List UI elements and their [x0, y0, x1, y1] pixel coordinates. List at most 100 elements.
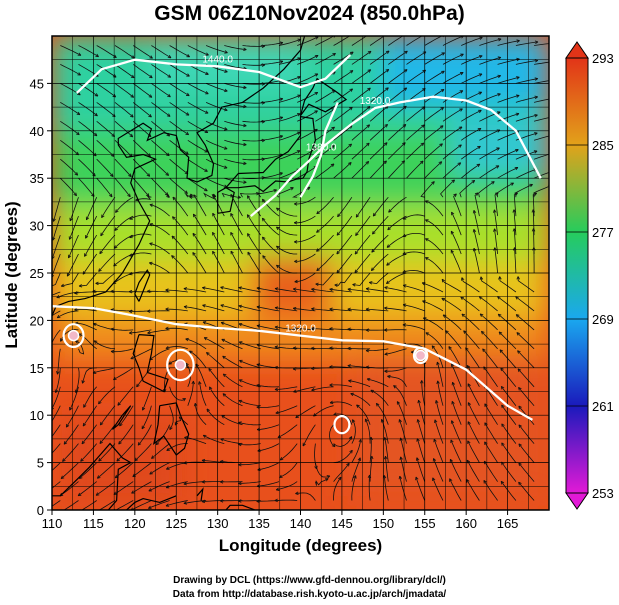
streamline: [149, 348, 170, 361]
streamline-arrowhead: [497, 111, 501, 115]
streamline: [278, 131, 301, 141]
streamline: [479, 147, 500, 160]
contour-label: 1320.0: [360, 96, 391, 107]
streamline-arrowhead: [222, 373, 227, 378]
streamline-arrowhead: [332, 52, 336, 57]
streamline-arrowhead: [329, 287, 333, 292]
contour-label: 1380.0: [306, 143, 337, 154]
streamline-arrowhead: [472, 228, 477, 233]
streamline: [151, 158, 169, 176]
streamline: [172, 196, 189, 217]
streamline-arrowhead: [74, 172, 79, 176]
streamline-arrowhead: [500, 480, 505, 485]
streamline: [53, 197, 61, 222]
streamline-arrowhead: [98, 400, 102, 405]
streamline-arrowhead: [100, 232, 104, 237]
streamline: [351, 87, 371, 103]
streamline-arrowhead: [421, 124, 425, 128]
streamline: [114, 45, 135, 59]
streamline: [442, 72, 464, 84]
streamline-arrowhead: [355, 232, 359, 236]
streamline: [62, 443, 79, 462]
streamline: [365, 308, 389, 312]
streamline: [420, 181, 435, 198]
streamline: [515, 114, 538, 122]
streamline: [132, 158, 151, 177]
streamline-arrowhead: [116, 457, 121, 462]
streamline: [98, 386, 116, 405]
streamline: [149, 262, 170, 274]
streamline: [460, 145, 481, 160]
streamline: [52, 386, 61, 410]
streamline-arrowhead: [349, 88, 354, 92]
streamline-arrowhead: [224, 69, 228, 73]
streamline: [436, 361, 444, 387]
streamline-arrowhead: [467, 383, 471, 387]
streamline-arrowhead: [553, 97, 556, 100]
streamline-arrowhead: [274, 287, 279, 291]
streamline: [166, 443, 188, 451]
streamline: [242, 102, 265, 104]
streamline-arrowhead: [148, 488, 153, 492]
streamline-arrowhead: [336, 250, 340, 255]
streamline: [136, 367, 152, 388]
streamline-arrowhead: [442, 314, 447, 318]
streamline-arrowhead: [202, 321, 207, 325]
streamline: [238, 443, 261, 446]
streamline-arrowhead: [296, 131, 301, 135]
streamline: [96, 102, 116, 118]
streamline: [333, 162, 352, 179]
streamline-arrowhead: [491, 181, 495, 185]
streamline-arrowhead: [450, 249, 454, 254]
streamline: [399, 476, 407, 501]
streamline-arrowhead: [131, 490, 135, 494]
streamline-arrowhead: [534, 40, 539, 45]
streamline-arrowhead: [435, 400, 439, 404]
streamline: [421, 282, 444, 293]
colorbar-tick-label: 293: [592, 51, 614, 66]
streamline: [69, 215, 79, 240]
streamline: [515, 296, 535, 312]
streamline: [203, 434, 225, 444]
streamline-arrowhead: [192, 252, 196, 256]
streamline-arrowhead: [434, 419, 438, 423]
streamline: [80, 443, 98, 462]
streamline: [388, 36, 404, 46]
streamline-arrowhead: [402, 303, 407, 307]
streamline: [369, 105, 389, 122]
streamline-arrowhead: [165, 288, 169, 292]
streamline: [425, 219, 444, 236]
streamline: [52, 405, 61, 422]
streamline: [56, 310, 79, 319]
streamline: [60, 329, 79, 342]
x-tick-label: 165: [497, 516, 519, 531]
streamline-arrowhead: [238, 499, 242, 503]
streamline-arrowhead: [467, 421, 471, 425]
streamline: [372, 215, 389, 235]
streamline: [97, 462, 116, 479]
streamline-arrowhead: [457, 162, 462, 166]
streamline: [74, 309, 97, 312]
streamline: [501, 423, 517, 444]
streamline: [350, 393, 371, 406]
streamline: [424, 125, 444, 141]
streamline-arrowhead: [366, 377, 371, 382]
streamline-arrowhead: [67, 254, 72, 259]
streamline-arrowhead: [202, 286, 206, 290]
streamline-arrowhead: [533, 150, 538, 154]
streamline: [534, 80, 549, 84]
streamline-arrowhead: [219, 480, 224, 484]
streamline: [333, 51, 354, 65]
streamline: [257, 424, 280, 430]
streamline-arrowhead: [451, 400, 455, 405]
streamline-arrowhead: [329, 346, 333, 350]
streamline: [501, 461, 517, 482]
streamline: [315, 163, 335, 179]
streamline-arrowhead: [497, 56, 502, 60]
streamline: [276, 207, 298, 217]
streamline: [533, 228, 535, 255]
streamline: [256, 325, 280, 331]
streamline: [82, 405, 98, 427]
streamline: [169, 120, 189, 136]
streamline: [99, 234, 116, 255]
